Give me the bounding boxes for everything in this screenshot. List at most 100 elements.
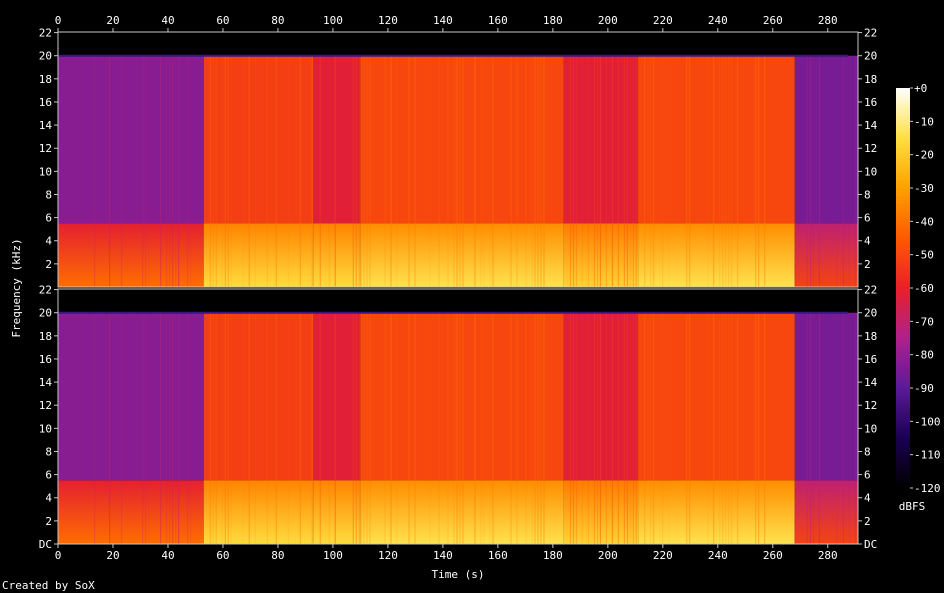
spectro-band-high xyxy=(638,55,795,224)
colorbar-tick-label: -60 xyxy=(914,282,934,295)
y-tick-label-right: 20 xyxy=(864,307,877,320)
spectro-band-low xyxy=(794,480,858,544)
created-by-footer: Created by SoX xyxy=(2,579,95,592)
colorbar: +0 -10 -20 -30 -40 -50 -60 -70 -80 -90 -100 -110 -12… xyxy=(896,82,941,495)
y-tick-label-left: 4 xyxy=(45,235,52,248)
x-tick-label-bottom: 220 xyxy=(653,549,673,562)
y-tick-label-left: 2 xyxy=(45,258,52,271)
y-tick-label-right: 10 xyxy=(864,165,877,178)
x-tick-label-bottom: 40 xyxy=(161,549,174,562)
colorbar-tick-label: -90 xyxy=(914,382,934,395)
x-tick-label-bottom: 100 xyxy=(323,549,343,562)
x-tick-label-bottom: 80 xyxy=(271,549,284,562)
x-tick-label-top: 200 xyxy=(598,14,618,27)
colorbar-tick-label: -110 xyxy=(914,449,941,462)
colorbar-tick-label: -30 xyxy=(914,182,934,195)
x-tick-label-top: 80 xyxy=(271,14,284,27)
colorbar-tick-label: -20 xyxy=(914,149,934,162)
y-tick-label-left: 8 xyxy=(45,188,52,201)
colorbar-tick-label: -50 xyxy=(914,249,934,262)
y-tick-label-left: 6 xyxy=(45,212,52,225)
colorbar-tick-label: -80 xyxy=(914,349,934,362)
y-tick-label-left: 16 xyxy=(39,96,52,109)
x-tick-label-bottom: 20 xyxy=(106,549,119,562)
y-tick-label-right: 12 xyxy=(864,399,877,412)
y-tick-label-right: 10 xyxy=(864,422,877,435)
x-tick-label-top: 280 xyxy=(818,14,838,27)
spectro-band-high xyxy=(563,312,639,481)
spectro-band-high xyxy=(203,55,314,224)
y-tick-label-right: 8 xyxy=(864,445,871,458)
spectro-band-low xyxy=(58,480,204,544)
x-tick-label-top: 180 xyxy=(543,14,563,27)
x-tick-label-bottom: 160 xyxy=(488,549,508,562)
y-tick-label-right: 22 xyxy=(864,27,877,40)
y-tick-label-right: 6 xyxy=(864,469,871,482)
y-tick-label-left: 20 xyxy=(39,50,52,63)
y-tick-label-right: 18 xyxy=(864,330,877,343)
x-tick-label-top: 260 xyxy=(763,14,783,27)
colorbar-tick-label: -100 xyxy=(914,415,941,428)
channel-1-spectrogram xyxy=(58,32,858,287)
colorbar-tick-label: -40 xyxy=(914,215,934,228)
y-tick-label-left: 10 xyxy=(39,165,52,178)
spectro-band-high xyxy=(203,312,314,481)
x-tick-label-top: 40 xyxy=(161,14,174,27)
y-tick-label-right: 4 xyxy=(864,235,871,248)
y-tick-label-right: 8 xyxy=(864,188,871,201)
spectro-band-low xyxy=(794,223,858,287)
y-tick-label-left: 4 xyxy=(45,492,52,505)
y-axis-label: Frequency (kHz) xyxy=(10,238,23,337)
x-tick-label-top: 120 xyxy=(378,14,398,27)
y-tick-label-left: 22 xyxy=(39,284,52,297)
spectro-band-low xyxy=(563,480,639,544)
y-tick-label-right: 16 xyxy=(864,353,877,366)
x-tick-label-top: 0 xyxy=(55,14,62,27)
x-tick-label-bottom: 60 xyxy=(216,549,229,562)
y-tick-label-right: 6 xyxy=(864,212,871,225)
colorbar-label: dBFS xyxy=(899,500,926,513)
spectro-band-high xyxy=(313,312,361,481)
y-tick-label-left: 6 xyxy=(45,469,52,482)
channel-1-frame xyxy=(57,31,859,288)
spectro-band-high xyxy=(313,55,361,224)
x-tick-label-bottom: 120 xyxy=(378,549,398,562)
x-tick-label-bottom: 180 xyxy=(543,549,563,562)
x-tick-label-top: 60 xyxy=(216,14,229,27)
y-tick-label-right: 20 xyxy=(864,50,877,63)
x-tick-label-top: 140 xyxy=(433,14,453,27)
spectro-band-high xyxy=(794,55,858,224)
x-tick-label-top: 20 xyxy=(106,14,119,27)
y-tick-label-left: 18 xyxy=(39,73,52,86)
x-tick-label-bottom: 240 xyxy=(708,549,728,562)
y-tick-label-left: 18 xyxy=(39,330,52,343)
spectro-band-low xyxy=(313,223,361,287)
spectro-band-high xyxy=(58,55,204,224)
y-tick-label-left: 14 xyxy=(39,119,53,132)
x-tick-label-bottom: 140 xyxy=(433,549,453,562)
x-tick-label-bottom: 200 xyxy=(598,549,618,562)
spectro-band-high xyxy=(360,312,564,481)
y-tick-label-left: 14 xyxy=(39,376,53,389)
y-tick-label-right: 16 xyxy=(864,96,877,109)
y-tick-label-right: 22 xyxy=(864,284,877,297)
y-tick-label-right: DC xyxy=(864,538,877,551)
y-tick-label-left: DC xyxy=(39,538,52,551)
y-tick-label-right: 2 xyxy=(864,258,871,271)
spectro-band-low xyxy=(203,223,314,287)
x-tick-label-bottom: 260 xyxy=(763,549,783,562)
spectro-band-high xyxy=(563,55,639,224)
y-tick-label-right: 2 xyxy=(864,515,871,528)
spectro-band-low xyxy=(360,223,564,287)
colorbar-gradient xyxy=(896,88,910,488)
spectro-band-high xyxy=(638,312,795,481)
y-tick-label-left: 12 xyxy=(39,399,52,412)
colorbar-tick-label: +0 xyxy=(914,82,927,95)
y-tick-label-left: 22 xyxy=(39,27,52,40)
y-tick-label-right: 12 xyxy=(864,142,877,155)
colorbar-tick-label: -70 xyxy=(914,315,934,328)
y-tick-label-right: 18 xyxy=(864,73,877,86)
spectro-band-high xyxy=(58,312,204,481)
x-tick-label-top: 220 xyxy=(653,14,673,27)
